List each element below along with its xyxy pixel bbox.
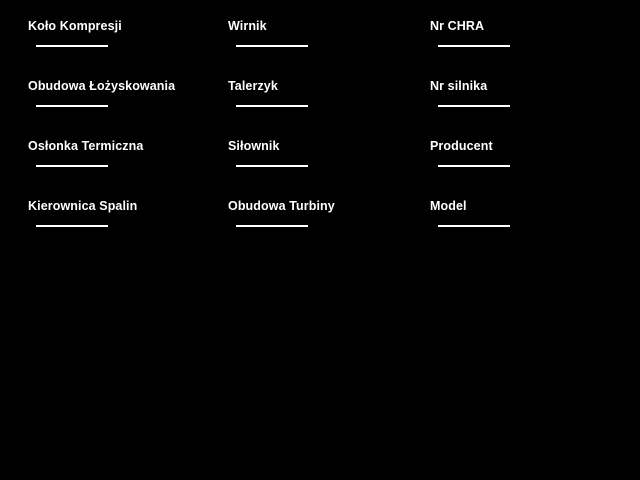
field-underline[interactable] [236, 45, 308, 47]
field-underline[interactable] [36, 105, 108, 107]
field-oslonka-termiczna[interactable]: Osłonka Termiczna [28, 138, 218, 184]
field-label: Wirnik [228, 19, 267, 33]
field-obudowa-turbiny[interactable]: Obudowa Turbiny [228, 198, 418, 244]
field-label: Producent [430, 139, 493, 153]
field-underline[interactable] [438, 225, 510, 227]
field-nr-chra[interactable]: Nr CHRA [430, 18, 620, 64]
field-underline[interactable] [438, 105, 510, 107]
field-label: Siłownik [228, 139, 280, 153]
field-label: Nr silnika [430, 79, 488, 93]
field-wirnik[interactable]: Wirnik [228, 18, 418, 64]
field-underline[interactable] [236, 225, 308, 227]
field-label: Obudowa Turbiny [228, 199, 335, 213]
field-producent[interactable]: Producent [430, 138, 620, 184]
field-underline[interactable] [438, 165, 510, 167]
field-underline[interactable] [236, 105, 308, 107]
field-label: Nr CHRA [430, 19, 485, 33]
field-label: Osłonka Termiczna [28, 139, 144, 153]
field-nr-silnika[interactable]: Nr silnika [430, 78, 620, 124]
field-underline[interactable] [236, 165, 308, 167]
field-label: Koło Kompresji [28, 19, 122, 33]
field-label: Obudowa Łożyskowania [28, 79, 176, 93]
field-label: Kierownica Spalin [28, 199, 138, 213]
field-underline[interactable] [36, 165, 108, 167]
field-label: Talerzyk [228, 79, 278, 93]
field-underline[interactable] [438, 45, 510, 47]
field-model[interactable]: Model [430, 198, 620, 244]
field-kolo-kompresji[interactable]: Koło Kompresji [28, 18, 218, 64]
field-obudowa-lozyskowania[interactable]: Obudowa Łożyskowania [28, 78, 218, 124]
field-silownik[interactable]: Siłownik [228, 138, 418, 184]
field-talerzyk[interactable]: Talerzyk [228, 78, 418, 124]
field-underline[interactable] [36, 225, 108, 227]
field-label: Model [430, 199, 467, 213]
field-kierownica-spalin[interactable]: Kierownica Spalin [28, 198, 218, 244]
field-underline[interactable] [36, 45, 108, 47]
